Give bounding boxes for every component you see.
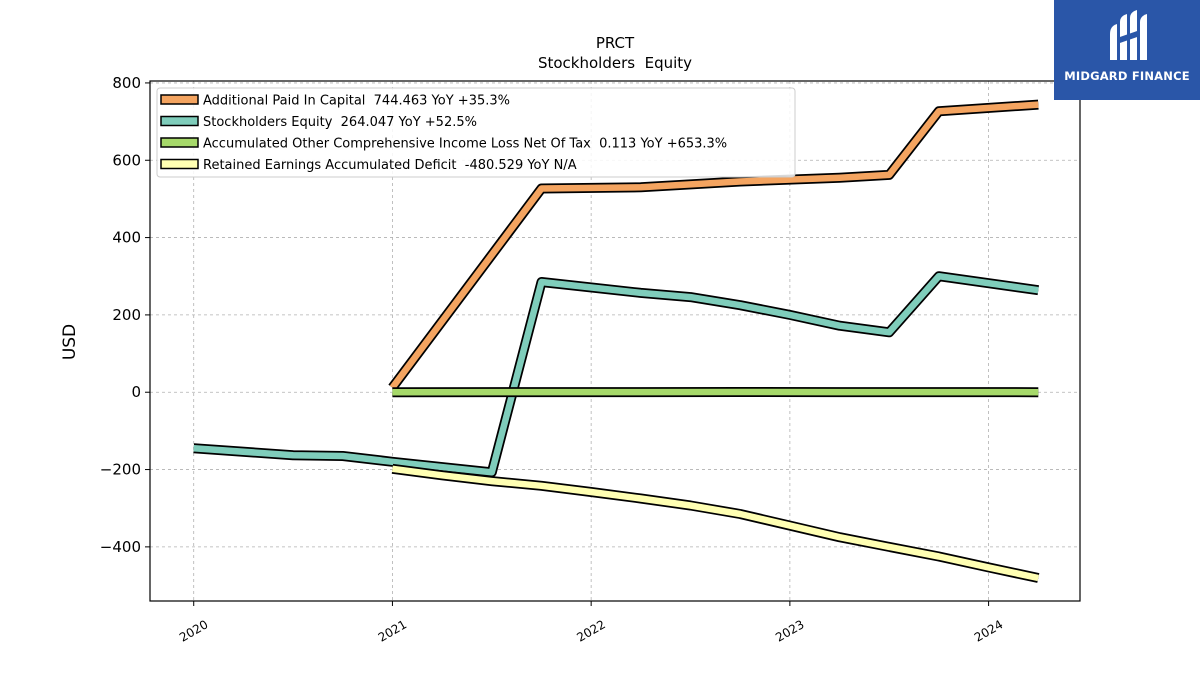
series-1: [388, 99, 1039, 391]
y-tick-label: 200: [112, 306, 141, 324]
legend-label: Retained Earnings Accumulated Deficit -4…: [203, 158, 577, 173]
series-line: [389, 101, 1039, 390]
series-line: [193, 272, 1039, 476]
series-outline: [391, 463, 1040, 583]
legend-swatch: [160, 137, 199, 148]
plot-frame: [149, 80, 1081, 602]
series-4: [391, 463, 1040, 583]
y-tick-label: 600: [112, 151, 141, 169]
legend-label: Additional Paid In Capital 744.463 YoY +…: [203, 94, 510, 109]
y-tick-label: 800: [112, 74, 141, 92]
legend: Additional Paid In Capital 744.463 YoY +…: [156, 87, 796, 178]
logo-text: MIDGARD FINANCE: [1064, 69, 1190, 83]
legend-swatch: [160, 158, 199, 170]
legend-label: Accumulated Other Comprehensive Income L…: [203, 137, 727, 152]
y-axis-label: USD: [60, 324, 80, 360]
y-tick-label: −400: [100, 538, 141, 556]
y-tick-label: 400: [112, 229, 141, 247]
chart-subtitle: Stockholders Equity: [538, 54, 692, 72]
y-tick-label: 0: [131, 383, 141, 401]
x-tick-label: 2024: [972, 617, 1005, 644]
series-line: [391, 465, 1039, 582]
midgard-finance-logo: MIDGARD FINANCE: [1054, 0, 1200, 100]
x-tick-label: 2022: [574, 617, 607, 644]
series-2: [193, 271, 1039, 478]
legend-swatch: [160, 115, 199, 127]
legend-label: Stockholders Equity 264.047 YoY +52.5%: [203, 115, 477, 130]
y-tick-label: −200: [100, 461, 141, 479]
chart-title: PRCT: [596, 34, 635, 52]
midgard-logo-icon: [1110, 10, 1147, 60]
x-tick-label: 2020: [177, 617, 210, 644]
x-tick-label: 2021: [376, 617, 409, 644]
legend-swatch: [160, 94, 199, 105]
x-tick-label: 2023: [773, 617, 806, 644]
legend-box: [156, 87, 796, 178]
series-layer: [193, 99, 1040, 583]
